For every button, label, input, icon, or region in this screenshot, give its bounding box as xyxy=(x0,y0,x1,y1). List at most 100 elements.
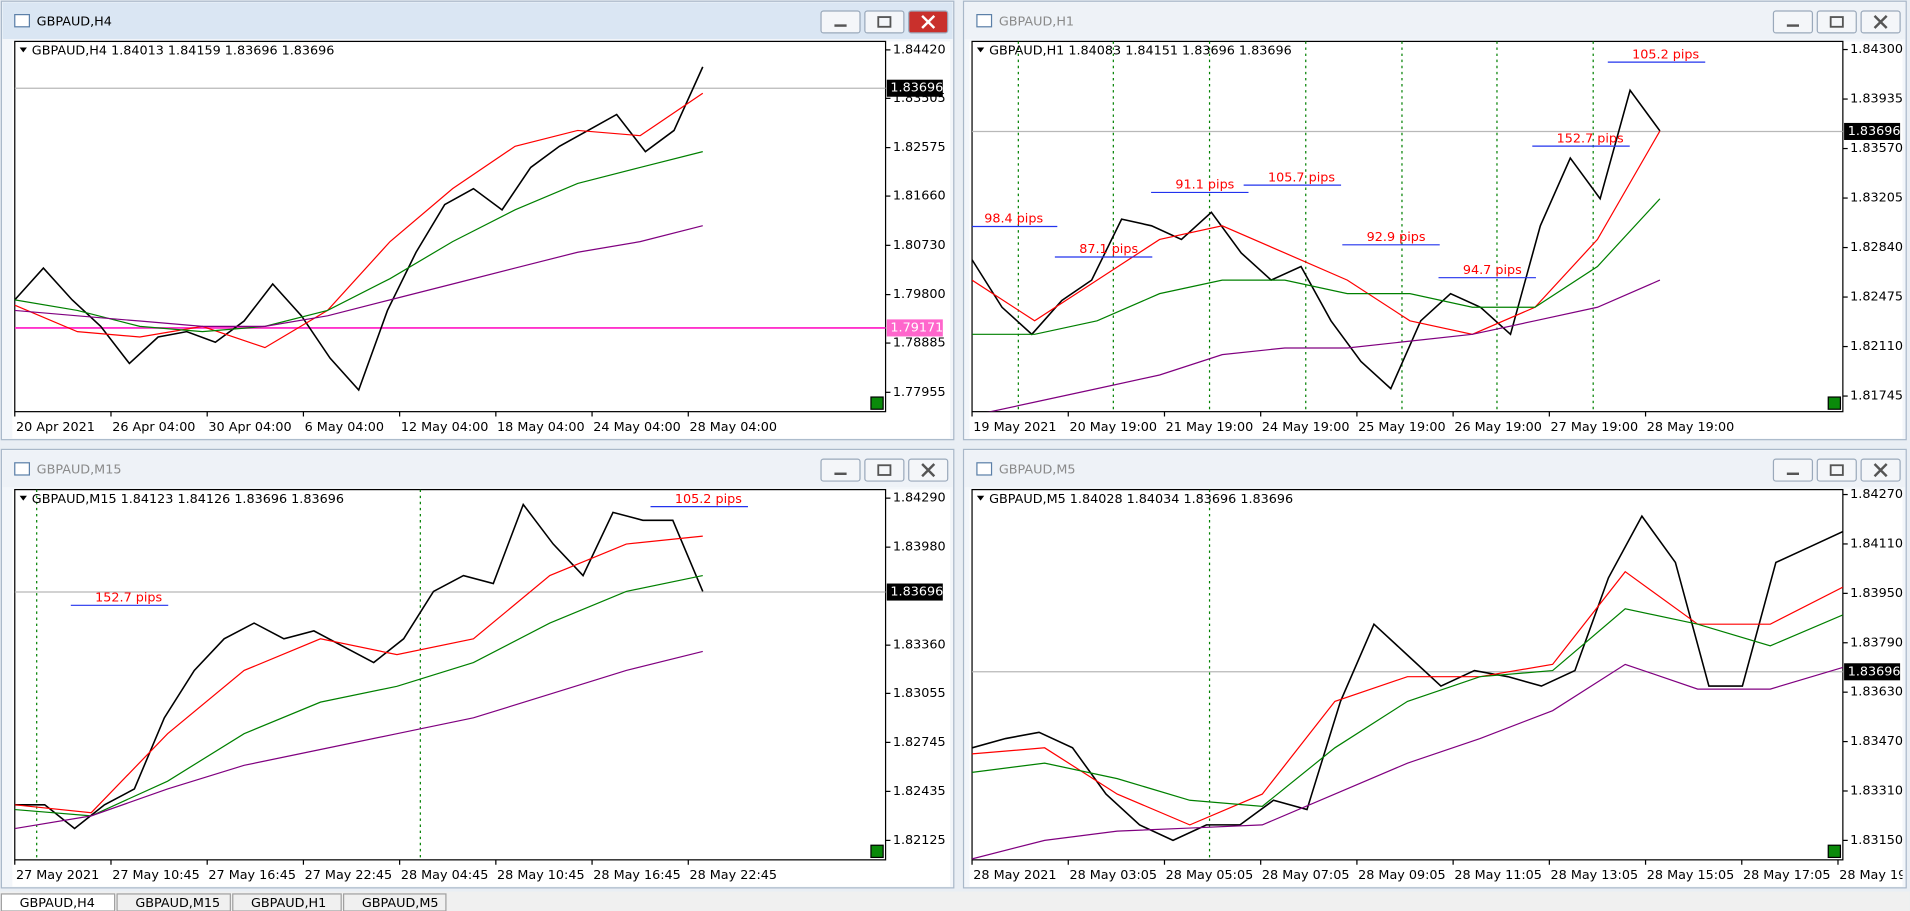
x-tick-label: 25 May 19:00 xyxy=(1358,420,1446,435)
chart-tab-label: GBPAUD,M15 xyxy=(135,896,220,911)
y-tick-label: 1.84110 xyxy=(1850,536,1903,551)
title-bar xyxy=(2,450,953,488)
moving-average xyxy=(972,198,1661,335)
plot: 152.7 pips 105.2 pips xyxy=(14,489,886,860)
maximize-button[interactable] xyxy=(864,10,905,34)
x-tick-label: 26 May 19:00 xyxy=(1454,420,1542,435)
y-tick-label: 1.84270 xyxy=(1850,487,1903,502)
price-tag xyxy=(886,583,943,601)
close-glyph xyxy=(921,14,936,29)
info-arrow xyxy=(19,495,27,501)
y-tick-label: 1.82745 xyxy=(893,735,946,750)
trade-indicator xyxy=(870,396,884,410)
x-tick-label: 28 May 17:05 xyxy=(1743,868,1831,883)
x-axis: 27 May 2021 27 May 10:45 27 May 16:45 27 Ma… xyxy=(14,859,777,883)
y-tick-label: 1.83055 xyxy=(893,686,946,701)
y-tick-label: 1.80730 xyxy=(893,238,946,253)
plot xyxy=(14,66,886,392)
window-icon xyxy=(976,462,993,476)
y-tick-label: 1.83150 xyxy=(1850,833,1903,848)
chart-tab[interactable] xyxy=(116,893,231,911)
plot-border xyxy=(14,488,887,861)
x-tick-label: 28 May 13:05 xyxy=(1551,868,1639,883)
title-bar xyxy=(964,2,1905,39)
trade-indicator xyxy=(1827,396,1842,410)
moving-average xyxy=(14,650,703,830)
x-axis: 28 May 2021 28 May 03:05 28 May 05:05 28 Ma… xyxy=(971,859,1903,883)
x-tick-label: 19 May 2021 xyxy=(973,420,1056,435)
info-arrow xyxy=(19,47,27,53)
x-tick-label: 27 May 10:45 xyxy=(112,868,200,883)
x-axis: 19 May 2021 20 May 19:00 21 May 19:00 24 Ma… xyxy=(971,411,1735,435)
price-line xyxy=(14,502,704,830)
x-tick-label: 28 May 04:45 xyxy=(401,868,489,883)
price-tag-label: 1.83696 xyxy=(890,81,943,96)
chart-window: GBPAUD,M5 GBPAUD,M5 1.84028 1.84034 1.836… xyxy=(962,448,1907,889)
y-tick-label: 1.81660 xyxy=(893,189,946,204)
info-arrow xyxy=(976,47,985,53)
y-tick-label: 1.82435 xyxy=(893,784,946,799)
y-tick-label: 1.83310 xyxy=(1850,783,1903,798)
maximize-button[interactable] xyxy=(1816,10,1857,34)
moving-average xyxy=(14,535,703,814)
maximize-button[interactable] xyxy=(864,458,905,482)
chart-tab[interactable] xyxy=(342,893,447,911)
level-tag-label: 1.79171 xyxy=(890,320,943,335)
minimize-button[interactable] xyxy=(1772,10,1814,34)
x-tick-label: 28 May 10:45 xyxy=(497,868,585,883)
minimize-button[interactable] xyxy=(820,10,861,34)
window-icon xyxy=(14,462,30,476)
x-tick-label: 20 May 19:00 xyxy=(1069,420,1157,435)
x-tick-label: 28 May 19:00 xyxy=(1647,420,1735,435)
chart-tab[interactable] xyxy=(232,893,342,911)
chart-tab[interactable] xyxy=(0,893,116,911)
plot-border xyxy=(971,488,1844,861)
chart-window: GBPAUD,M15 152.7 pips 105.2 pips GBPAUD,M15… xyxy=(0,448,955,889)
chart-area xyxy=(12,41,951,439)
moving-average xyxy=(972,663,1843,860)
y-tick-label: 1.83570 xyxy=(1850,141,1903,156)
minimize-button[interactable] xyxy=(820,458,861,482)
minimize-button[interactable] xyxy=(1772,458,1814,482)
y-tick-label: 1.82840 xyxy=(1850,240,1903,255)
x-tick-label: 28 May 16:45 xyxy=(593,868,681,883)
close-glyph xyxy=(1873,463,1888,478)
chart-info: GBPAUD,M5 1.84028 1.84034 1.83696 1.8369… xyxy=(989,492,1293,507)
pips-label: 105.7 pips xyxy=(1268,170,1335,185)
y-tick-label: 1.77955 xyxy=(893,385,946,400)
tab-bar xyxy=(0,891,1910,911)
maximize-glyph xyxy=(877,464,892,476)
maximize-glyph xyxy=(877,16,892,28)
pips-label: 98.4 pips xyxy=(984,212,1043,227)
plot: 98.4 pips 87.1 pips 91.1 pips 105.7 pips 92.… xyxy=(972,41,1843,412)
x-tick-label: 27 May 22:45 xyxy=(305,868,393,883)
window-icon xyxy=(14,14,30,28)
y-tick-label: 1.82125 xyxy=(893,833,946,848)
x-tick-label: 27 May 2021 xyxy=(16,868,99,883)
y-tick-label: 1.83630 xyxy=(1850,685,1903,700)
price-tag xyxy=(886,79,943,97)
x-tick-label: 24 May 19:00 xyxy=(1262,420,1350,435)
level-tag xyxy=(886,319,943,337)
pips-label: 91.1 pips xyxy=(1175,178,1234,193)
x-tick-label: 28 May 22:45 xyxy=(689,868,777,883)
x-tick-label: 12 May 04:00 xyxy=(401,420,489,435)
y-tick-label: 1.79800 xyxy=(893,287,946,302)
trade-indicator xyxy=(1827,844,1842,859)
y-tick-label: 1.81745 xyxy=(1850,389,1903,404)
moving-average xyxy=(972,130,1661,335)
x-tick-label: 28 May 2021 xyxy=(973,868,1056,883)
moving-average xyxy=(14,92,704,349)
chart-window: GBPAUD,H4 GBPAUD,H4 1.84013 1.84159 1.836… xyxy=(0,0,955,441)
price-tag xyxy=(1844,663,1901,681)
y-tick-label: 1.83980 xyxy=(893,540,946,555)
y-tick-label: 1.78885 xyxy=(893,336,946,351)
x-tick-label: 28 May 07:05 xyxy=(1262,868,1350,883)
x-tick-label: 26 Apr 04:00 xyxy=(112,420,195,435)
y-tick-label: 1.83935 xyxy=(1850,92,1903,107)
pips-label: 94.7 pips xyxy=(1463,263,1522,278)
moving-average xyxy=(14,574,703,817)
maximize-button[interactable] xyxy=(1816,458,1857,482)
maximize-glyph xyxy=(1829,16,1844,28)
